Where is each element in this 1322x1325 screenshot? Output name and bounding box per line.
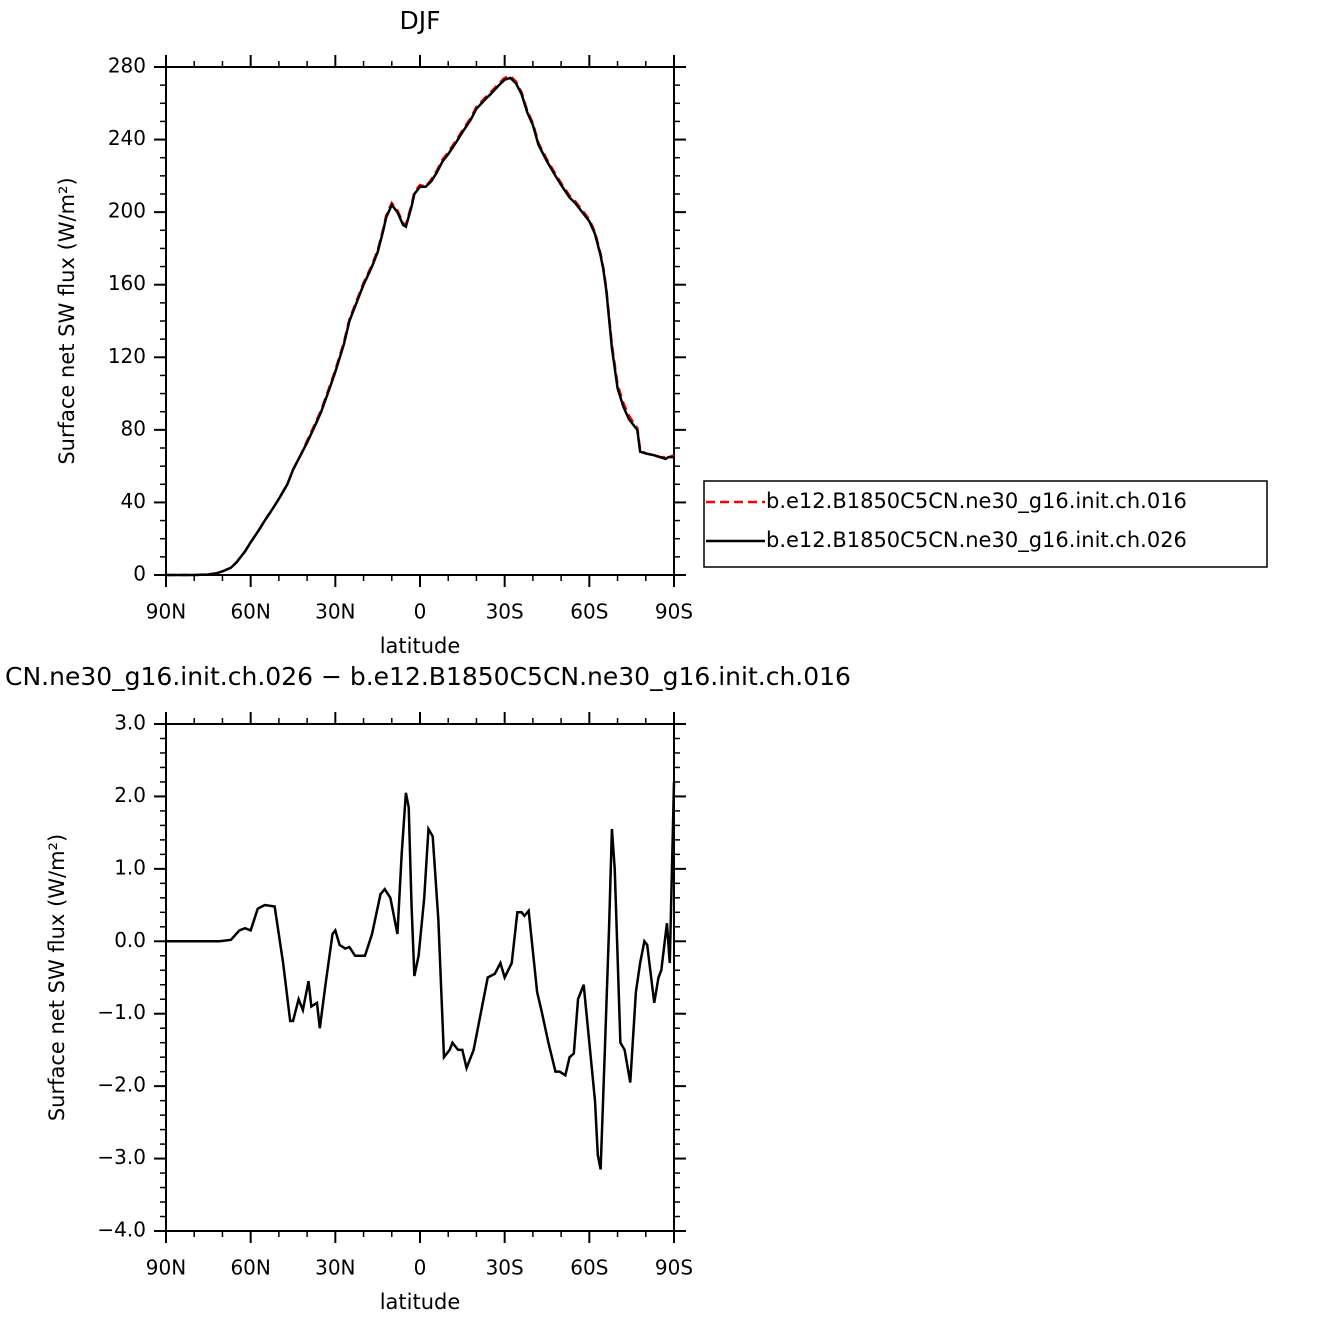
data-line xyxy=(166,781,676,1170)
x-tick-label: 30N xyxy=(315,1256,355,1280)
y-tick-label: 1.0 xyxy=(114,855,146,879)
data-line xyxy=(166,74,675,577)
x-tick-label: 60N xyxy=(230,600,270,624)
x-tick-label: 30S xyxy=(486,600,524,624)
y-tick-label: 160 xyxy=(108,271,146,295)
data-line xyxy=(166,76,674,577)
legend-label: b.e12.B1850C5CN.ne30_g16.init.ch.016 xyxy=(766,489,1187,514)
y-tick-label: 200 xyxy=(108,199,146,223)
x-axis-label: latitude xyxy=(380,634,461,658)
y-tick-label: −2.0 xyxy=(97,1073,146,1097)
y-tick-label: 0.0 xyxy=(114,928,146,952)
x-tick-label: 60S xyxy=(570,600,608,624)
legend-box xyxy=(703,480,1268,568)
y-tick-label: −1.0 xyxy=(97,1000,146,1024)
plot-frame xyxy=(165,66,675,576)
x-tick-label: 60N xyxy=(230,1256,270,1280)
x-axis-label: latitude xyxy=(380,1290,461,1314)
y-tick-label: 0 xyxy=(133,562,146,586)
y-tick-label: −3.0 xyxy=(97,1145,146,1169)
y-tick-label: 120 xyxy=(108,344,146,368)
x-tick-label: 90N xyxy=(146,1256,186,1280)
x-tick-label: 90S xyxy=(655,1256,693,1280)
x-tick-label: 90S xyxy=(655,600,693,624)
x-tick-label: 60S xyxy=(570,1256,608,1280)
y-axis-label: Surface net SW flux (W/m²) xyxy=(55,177,79,464)
legend-label: b.e12.B1850C5CN.ne30_g16.init.ch.026 xyxy=(766,528,1187,553)
y-tick-label: −4.0 xyxy=(97,1218,146,1242)
x-tick-label: 0 xyxy=(414,600,427,624)
y-tick-label: 40 xyxy=(121,489,146,513)
y-tick-label: 80 xyxy=(121,416,146,440)
chart-title: CN.ne30_g16.init.ch.026 − b.e12.B1850C5C… xyxy=(5,662,851,691)
y-tick-label: 2.0 xyxy=(114,783,146,807)
y-tick-label: 3.0 xyxy=(114,711,146,735)
y-tick-label: 240 xyxy=(108,126,146,150)
y-tick-label: 280 xyxy=(108,54,146,78)
x-tick-label: 0 xyxy=(414,1256,427,1280)
x-tick-label: 30S xyxy=(486,1256,524,1280)
x-tick-label: 90N xyxy=(146,600,186,624)
y-axis-label: Surface net SW flux (W/m²) xyxy=(45,834,69,1121)
chart-title: DJF xyxy=(399,6,440,35)
x-tick-label: 30N xyxy=(315,600,355,624)
